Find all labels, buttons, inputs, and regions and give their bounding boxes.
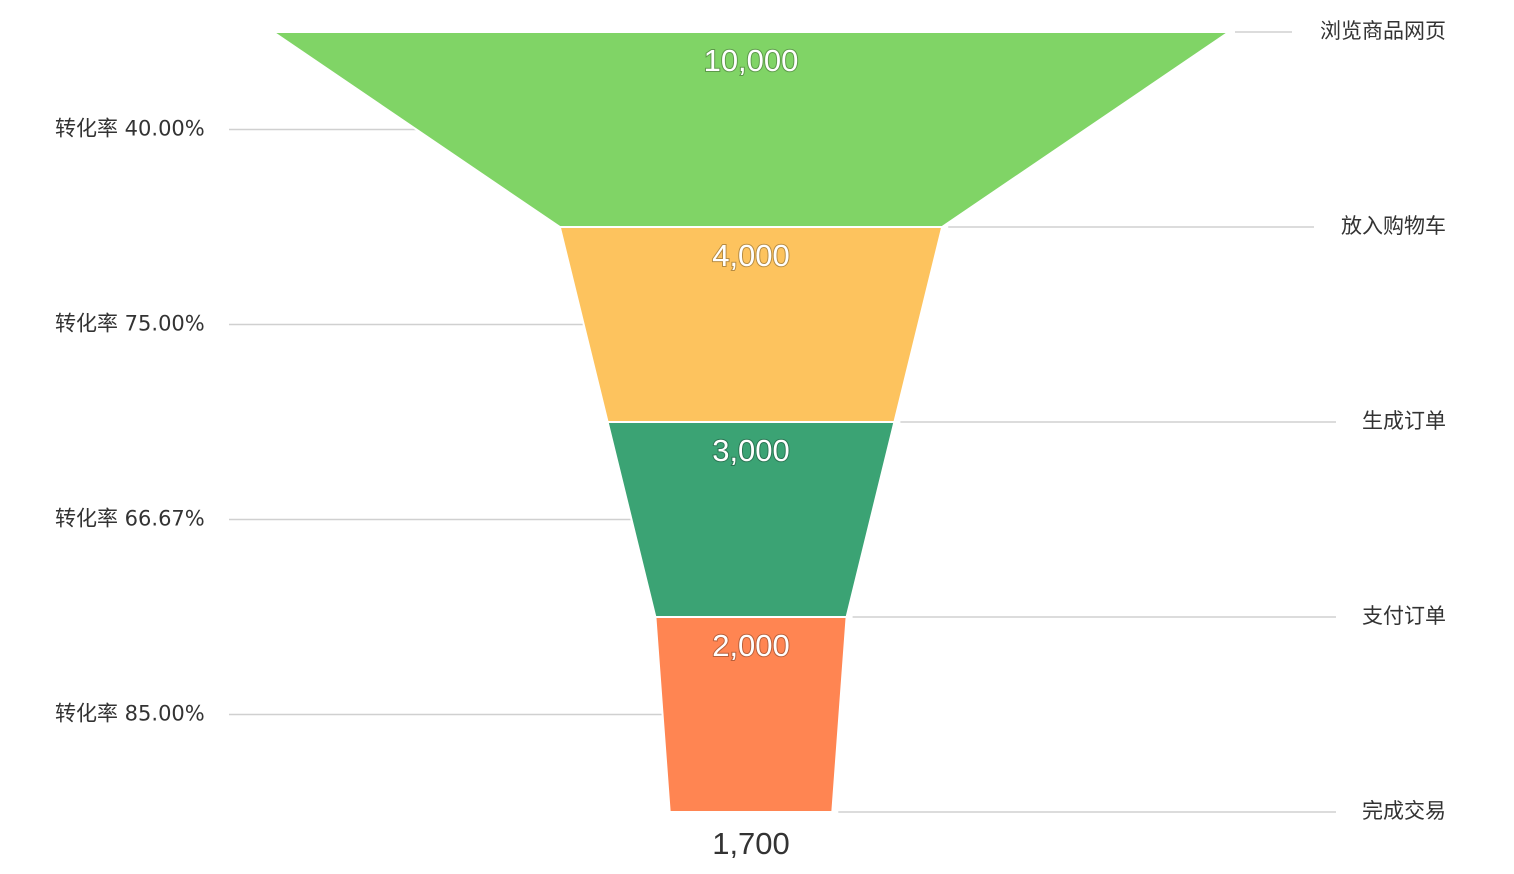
value-label-1: 10,000 <box>704 43 799 78</box>
stage-label-4: 支付订单 <box>1362 604 1446 628</box>
conversion-rate-label-1: 转化率 40.00% <box>55 117 205 141</box>
value-label-5: 1,700 <box>712 826 790 861</box>
stage-label-3: 生成订单 <box>1362 409 1446 433</box>
funnel-segment-4 <box>654 616 848 813</box>
value-label-2: 4,000 <box>712 238 790 273</box>
stage-label-1: 浏览商品网页 <box>1320 19 1446 43</box>
conversion-rate-label-3: 转化率 66.67% <box>55 507 205 531</box>
conversion-rate-label-2: 转化率 75.00% <box>55 312 205 336</box>
conversion-rate-label-4: 转化率 85.00% <box>55 702 205 726</box>
stage-label-2: 放入购物车 <box>1341 214 1446 238</box>
value-label-4: 2,000 <box>712 628 790 663</box>
value-label-3: 3,000 <box>712 433 790 468</box>
stage-label-5: 完成交易 <box>1362 799 1446 823</box>
